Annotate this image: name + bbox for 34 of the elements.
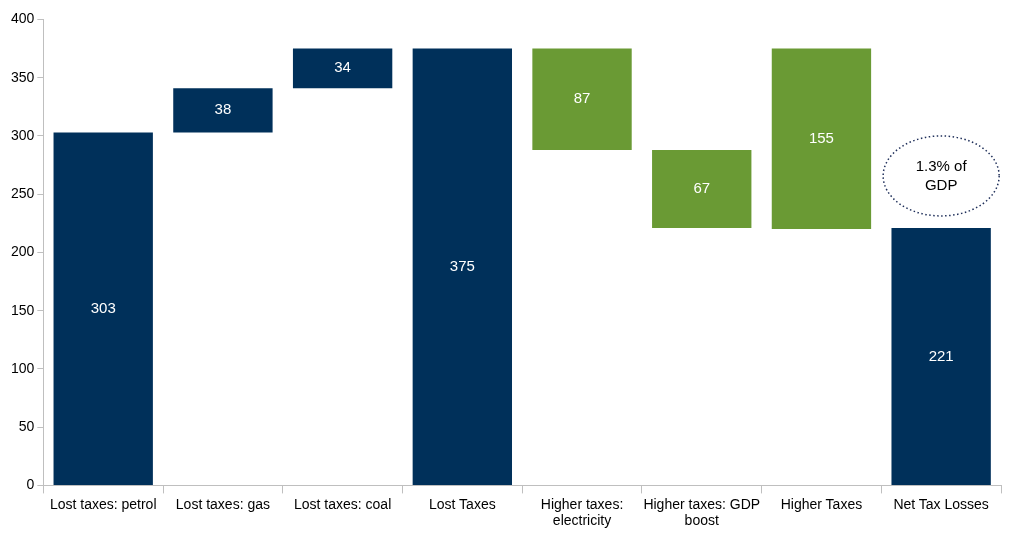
y-tick-label: 100: [11, 359, 35, 376]
x-tick-label: Lost taxes: gas: [175, 495, 270, 512]
data-label: 34: [334, 58, 351, 76]
y-tick-label: 150: [11, 301, 35, 318]
bar: [412, 48, 512, 485]
y-tick-label: 300: [11, 126, 35, 143]
data-label: 38: [214, 100, 232, 118]
y-tick-label: 350: [11, 68, 35, 85]
bar: [53, 132, 153, 485]
data-label: 155: [808, 128, 834, 146]
x-tick-label: Higher taxes: GDP boost: [643, 495, 761, 529]
x-tick-label: Lost Taxes: [428, 495, 496, 512]
x-tick-label: Lost taxes: coal: [293, 495, 392, 512]
y-tick-label: 400: [11, 10, 35, 27]
x-tick-label: Higher Taxes: [780, 495, 863, 512]
data-label: 87: [573, 89, 591, 107]
x-tick-label: Net Tax Losses: [893, 495, 989, 512]
y-tick-label: 250: [11, 185, 35, 202]
bar: [891, 227, 991, 485]
y-tick-label: 50: [18, 418, 35, 435]
bar: [173, 88, 273, 133]
x-tick-label: Higher taxes: electricity: [540, 495, 624, 529]
data-label: 67: [693, 179, 711, 197]
data-label: 375: [449, 256, 475, 274]
bar: [532, 48, 632, 150]
x-tick-label: Lost taxes: petrol: [49, 495, 157, 512]
bar: [292, 48, 393, 89]
y-tick-label: 200: [11, 243, 35, 260]
bar: [652, 149, 752, 228]
data-label: 303: [90, 298, 116, 316]
y-tick-label: 0: [26, 476, 35, 493]
data-label: 221: [928, 346, 954, 364]
bar: [771, 48, 872, 230]
annotation: 1.3% of GDP: [915, 156, 968, 193]
